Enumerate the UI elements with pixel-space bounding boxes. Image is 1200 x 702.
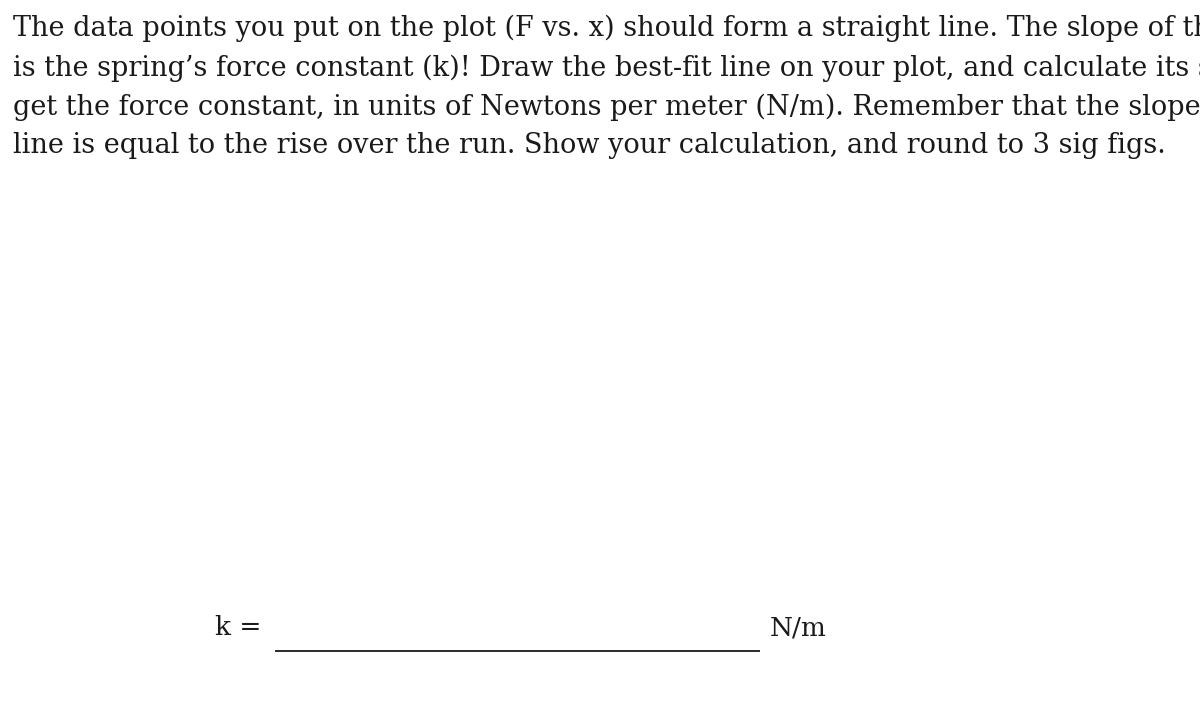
Text: k =: k = xyxy=(215,615,262,640)
Text: The data points you put on the plot (F vs. x) should form a straight line. The s: The data points you put on the plot (F v… xyxy=(13,15,1200,159)
Text: N/m: N/m xyxy=(770,615,827,640)
